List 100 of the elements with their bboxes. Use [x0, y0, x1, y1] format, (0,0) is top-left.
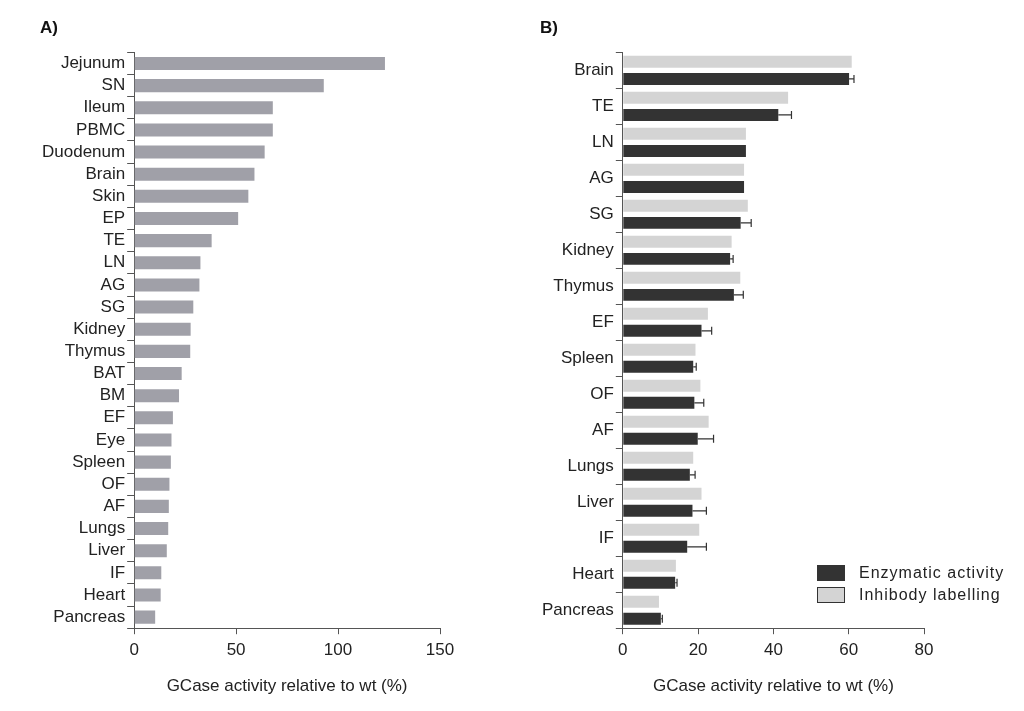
y-tick-label: Duodenum: [41, 141, 126, 161]
y-tick-label: Thymus: [64, 341, 126, 361]
y-tick-label: Spleen: [72, 451, 126, 471]
bar: [134, 322, 191, 336]
bar: [623, 127, 746, 140]
y-tick-label: SN: [101, 75, 126, 95]
y-tick-label: Ileum: [83, 97, 126, 117]
bar: [623, 595, 659, 608]
legend-label: Inhibody labelling: [859, 586, 1001, 605]
bar: [623, 55, 852, 68]
bar: [623, 163, 745, 176]
bar: [623, 612, 661, 625]
y-tick-label: Eye: [95, 429, 126, 449]
x-tick-label: 80: [914, 640, 934, 660]
bar: [134, 411, 173, 425]
y-tick-label: Pancreas: [53, 606, 126, 626]
y-tick-label: LN: [103, 252, 126, 272]
bar: [623, 451, 694, 464]
bar: [623, 199, 748, 212]
y-tick-label: EF: [592, 311, 614, 331]
bar: [623, 144, 746, 157]
y-tick-label: BM: [99, 385, 126, 405]
y-tick-label: EP: [102, 208, 126, 228]
bar: [623, 307, 708, 320]
y-tick-label: SG: [100, 296, 126, 316]
bar: [623, 252, 731, 265]
bar: [134, 610, 156, 624]
y-tick-label: SG: [589, 204, 614, 224]
y-tick-label: AF: [592, 419, 614, 439]
y-tick-label: Kidney: [73, 318, 126, 338]
bar: [623, 91, 789, 104]
bar: [134, 56, 385, 70]
bar: [134, 278, 200, 292]
bar: [623, 523, 700, 536]
y-tick-label: OF: [101, 473, 126, 493]
bar: [623, 487, 702, 500]
y-tick-label: Skin: [92, 186, 126, 206]
x-tick-label: 150: [425, 640, 455, 660]
y-tick-label: Liver: [576, 491, 615, 511]
bar: [134, 344, 191, 358]
bar: [623, 360, 694, 373]
y-tick-label: Kidney: [561, 240, 615, 260]
bar: [134, 367, 182, 381]
bar: [623, 180, 745, 193]
bar: [134, 167, 255, 181]
bar: [623, 559, 676, 572]
bar: [134, 189, 249, 203]
x-tick-label: 0: [129, 640, 139, 660]
bar: [134, 389, 180, 403]
bar: [623, 235, 732, 248]
bar: [134, 522, 169, 536]
chart-title: B): [540, 17, 558, 37]
y-tick-label: EF: [103, 407, 126, 427]
y-tick-label: TE: [103, 230, 126, 250]
y-tick-label: AF: [103, 496, 126, 516]
y-tick-label: Thymus: [553, 276, 614, 296]
y-tick-label: Brain: [574, 60, 614, 80]
x-tick-label: 50: [226, 640, 246, 660]
y-tick-label: LN: [592, 132, 614, 152]
y-tick-label: Lungs: [567, 455, 614, 475]
bar: [134, 455, 171, 469]
bar: [623, 576, 676, 589]
y-tick-label: Heart: [83, 584, 126, 604]
bar: [134, 588, 161, 602]
bar: [134, 477, 170, 491]
y-tick-label: Pancreas: [541, 599, 614, 619]
bar: [134, 544, 167, 558]
y-tick-label: IF: [110, 562, 126, 582]
y-tick-label: BAT: [93, 363, 126, 383]
y-tick-label: AG: [589, 168, 614, 188]
bar: [134, 566, 162, 580]
y-tick-label: Heart: [572, 563, 615, 583]
bar: [134, 211, 239, 226]
y-tick-label: AG: [100, 274, 126, 294]
bar: [134, 256, 201, 270]
bar: [623, 271, 741, 284]
bar: [623, 415, 709, 428]
y-tick-label: Jejunum: [60, 53, 126, 73]
x-tick-label: 40: [763, 640, 783, 660]
y-tick-label: Lungs: [78, 518, 126, 538]
y-tick-label: Brain: [85, 163, 126, 183]
x-axis-title: GCase activity relative to wt (%): [166, 676, 408, 696]
x-tick-label: 100: [323, 640, 353, 660]
y-tick-label: OF: [590, 383, 614, 403]
x-axis-title: GCase activity relative to wt (%): [652, 676, 894, 696]
bar: [134, 433, 172, 447]
bar: [134, 300, 194, 314]
bar: [623, 379, 701, 392]
bar: [623, 343, 696, 356]
y-tick-label: Liver: [88, 540, 126, 560]
bar: [134, 101, 273, 115]
bar: [134, 79, 324, 93]
bar: [134, 234, 212, 248]
chart-title: A): [40, 17, 58, 37]
y-tick-label: Spleen: [560, 347, 614, 367]
y-tick-label: IF: [598, 527, 614, 547]
bar: [134, 145, 265, 159]
bar: [134, 499, 169, 513]
y-tick-label: TE: [592, 96, 614, 116]
x-tick-label: 60: [839, 640, 859, 660]
